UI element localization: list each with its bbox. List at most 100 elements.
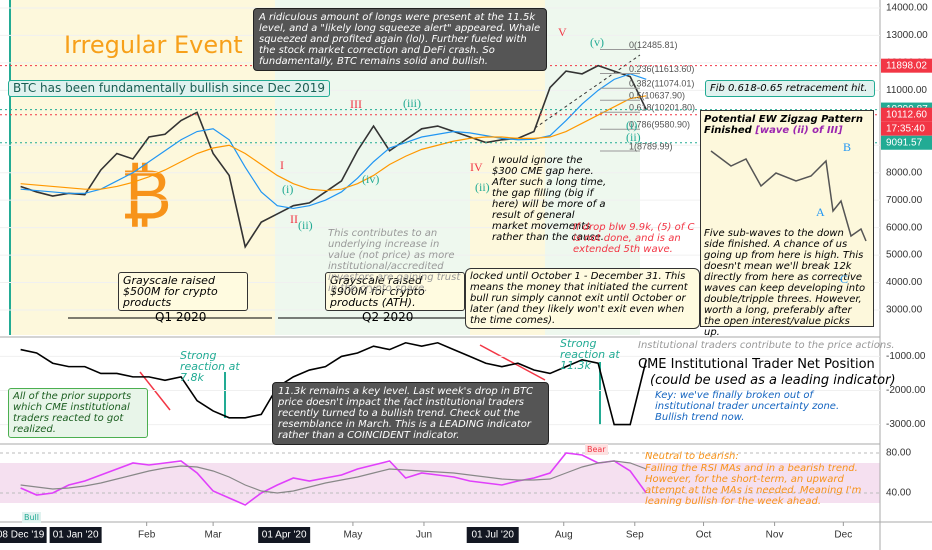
y-tick-label: 8000.00: [886, 167, 923, 178]
note: locked until October 1 - December 31. Th…: [465, 268, 700, 329]
inset-line: [710, 150, 867, 242]
signal-tag: Bear: [585, 444, 608, 455]
series-line: [20, 452, 647, 506]
note: Fib 0.618-0.65 retracement hit.: [705, 80, 875, 97]
y-tick-label: 14000.00: [886, 3, 928, 14]
x-tick-label: 08 Dec '19: [0, 530, 45, 541]
wave-label: (i): [626, 118, 638, 132]
y-tick-label: 11000.00: [886, 85, 927, 96]
note: Grayscale raised $900M for crypto produc…: [325, 272, 465, 311]
note: Strong reaction at 7.8k: [180, 349, 240, 384]
wave-label: A: [816, 205, 825, 219]
price-tag: [881, 121, 932, 136]
wave-label: C: [840, 272, 849, 286]
wave-label: III: [350, 97, 362, 111]
quarter: Q2 2020: [362, 310, 414, 324]
signal-tag: Bull: [22, 512, 42, 523]
x-tick-box: [466, 527, 519, 543]
note: Neutral to bearish:: [645, 451, 739, 462]
y-tick-label: 80.00: [886, 448, 911, 459]
wave-label: (ii): [475, 180, 490, 194]
rsi-band: [0, 463, 880, 503]
y-tick-label: -3000.00: [886, 419, 926, 430]
countdown: 17:35:40: [886, 123, 925, 134]
wave-label: (iv): [362, 172, 380, 186]
inset-title: Potential EW Zigzag Pattern Finished [wa…: [704, 114, 864, 136]
note: If drop blw 9.9k, (5) of C is not done, …: [573, 222, 695, 255]
wave-label: (i): [282, 182, 294, 196]
x-tick-label: 01 Jan '20: [53, 530, 99, 541]
inset-chart: [710, 150, 867, 242]
y-tick-label: 5000.00: [886, 250, 923, 261]
btc-logo: ₿: [120, 155, 172, 233]
wave-label: (ii): [626, 130, 641, 144]
fib-label: 0.5(10637.90): [629, 91, 685, 101]
quarter: Q1 2020: [155, 310, 207, 324]
note: All of the prior supports which CME inst…: [8, 388, 148, 438]
y-tick-label: -1000.00: [886, 351, 926, 362]
price-tag: [881, 107, 932, 122]
wave-label: B: [843, 140, 852, 154]
note: 11.3k remains a key level. Last week's d…: [272, 382, 549, 445]
wave-label: (iii): [403, 96, 421, 110]
x-tick-label: Sep: [626, 530, 644, 541]
fib-label: 1(8789.99): [629, 141, 673, 151]
x-tick-label: Jun: [416, 530, 432, 541]
wave-label: I: [280, 158, 284, 172]
wave-label: II: [290, 212, 298, 226]
y-tick-label: 6000.00: [886, 222, 923, 233]
y-tick-label: -2000.00: [886, 385, 926, 396]
x-tick-label: 01 Jul '20: [471, 530, 514, 541]
note: Failing the RSI MAs and in a bearish tre…: [645, 463, 862, 507]
wave-label: (v): [590, 35, 604, 49]
x-tick-label: Mar: [205, 530, 223, 541]
x-tick-label: Nov: [766, 530, 784, 541]
panel-subtitle: (could be used as a leading indicator): [650, 373, 896, 388]
y-tick-label: 40.00: [886, 488, 911, 499]
note: Strong reaction at 11.3k: [560, 337, 620, 372]
note: I would ignore the $300 CME gap here. Af…: [492, 155, 607, 243]
x-tick-label: Feb: [138, 530, 156, 541]
inset: [700, 110, 874, 327]
wave-label: V: [558, 25, 567, 39]
x-tick-label: Dec: [834, 530, 852, 541]
wave-label: IV: [470, 160, 483, 174]
inset-title-text: Potential EW Zigzag Pattern Finished: [704, 114, 863, 136]
note: Grayscale raised $500M for crypto produc…: [118, 272, 248, 311]
price-tag-label: 9091.57: [886, 137, 923, 148]
panel-title: CME Institutional Trader Net Position: [638, 357, 875, 372]
price-tag-label: 10112.60: [886, 109, 927, 120]
y-tick-label: 4000.00: [886, 277, 923, 288]
headline: Irregular Event: [64, 31, 243, 59]
y-tick-label: 3000.00: [886, 305, 923, 316]
note: Key: we've finally broken out of institu…: [655, 390, 840, 423]
fib-label: 0.382(11074.01): [629, 79, 694, 89]
y-tick-label: 7000.00: [886, 195, 923, 206]
fib-label: 0.618(10201.80): [629, 103, 695, 113]
inset-note: Five sub-waves to the down side finished…: [704, 228, 866, 338]
x-tick-label: Oct: [696, 530, 712, 541]
price-tag: [881, 58, 932, 73]
x-tick-label: May: [343, 530, 362, 541]
y-tick-label: 13000.00: [886, 30, 928, 41]
price-tag-label: 11898.02: [886, 60, 927, 71]
x-tick-label: Aug: [555, 530, 573, 541]
fib-label: 0(12485.81): [629, 40, 678, 50]
x-tick-box: [0, 527, 47, 543]
x-tick-box: [49, 527, 102, 543]
series-line: [20, 341, 648, 426]
price-tag: [881, 135, 932, 150]
trend-line: [479, 344, 546, 381]
note: Institutional traders contribute to the …: [638, 340, 895, 351]
inset-subtitle: [wave (ii) of III]: [755, 125, 843, 136]
note: This contributes to an underlying increa…: [328, 228, 461, 294]
x-tick-label: 01 Apr '20: [262, 530, 307, 541]
series-line: [20, 95, 647, 192]
x-tick-box: [258, 527, 311, 543]
wave-label: (ii): [298, 218, 313, 232]
fib-label: 0.786(9580.90): [629, 120, 690, 130]
note: A ridiculous amount of longs were presen…: [253, 8, 547, 71]
series-line: [20, 460, 647, 494]
note: BTC has been fundamentally bullish since…: [8, 80, 331, 97]
